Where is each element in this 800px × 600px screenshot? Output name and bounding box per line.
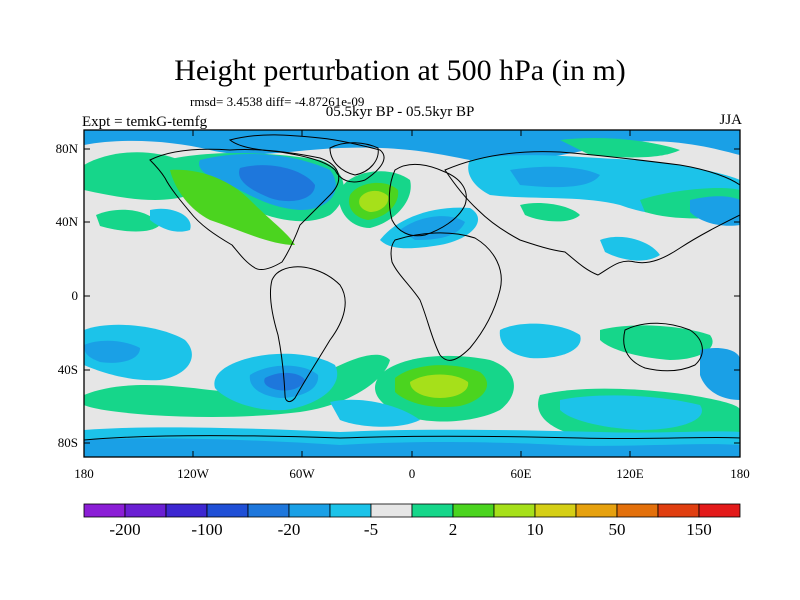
colorbar-swatch xyxy=(247,503,290,518)
colorbar-label: -5 xyxy=(364,520,378,539)
colorbar-label: 10 xyxy=(527,520,544,539)
colorbar-swatch xyxy=(370,503,413,518)
colorbar-swatch xyxy=(329,503,372,518)
colorbar-swatch xyxy=(452,503,495,518)
lat-tick-label: 80N xyxy=(56,141,79,156)
colorbar-swatch xyxy=(657,503,700,518)
lon-tick-label: 180 xyxy=(730,466,750,481)
colorbar-swatch xyxy=(124,503,167,518)
lon-tick-label: 180 xyxy=(74,466,94,481)
plot-subtitle: 05.5kyr BP - 05.5kyr BP xyxy=(325,104,475,120)
lat-tick-label: 80S xyxy=(58,435,78,450)
colorbar-swatch xyxy=(206,503,249,518)
lat-tick-label: 40N xyxy=(56,214,79,229)
colorbar-labels: -200 -100 -20 -5 2 10 50 150 xyxy=(109,520,711,539)
colorbar-swatch xyxy=(288,503,331,518)
colorbar-swatch xyxy=(534,503,577,518)
colorbar xyxy=(83,503,741,518)
colorbar-swatch xyxy=(698,503,741,518)
lat-tick-label: 40S xyxy=(58,362,78,377)
colorbar-label: 2 xyxy=(449,520,458,539)
longitude-axis: 180 120W 60W 0 60E 120E 180 xyxy=(74,130,750,481)
colorbar-swatch xyxy=(411,503,454,518)
colorbar-swatch xyxy=(575,503,618,518)
stats-label: rmsd= 3.4538 diff= -4.87261e-09 xyxy=(190,94,365,109)
season-label: JJA xyxy=(719,112,742,128)
contour-fields xyxy=(84,130,740,457)
colorbar-swatch xyxy=(493,503,536,518)
lon-tick-label: 120W xyxy=(177,466,210,481)
plot-title: Height perturbation at 500 hPa (in m) xyxy=(174,54,626,87)
lon-tick-label: 60W xyxy=(289,466,315,481)
coastlines xyxy=(84,134,740,441)
lon-tick-label: 120E xyxy=(616,466,644,481)
colorbar-swatch xyxy=(83,503,126,518)
colorbar-label: -100 xyxy=(191,520,222,539)
lon-tick-label: 60E xyxy=(511,466,532,481)
colorbar-label: 150 xyxy=(686,520,712,539)
lat-tick-label: 0 xyxy=(72,288,79,303)
colorbar-label: -200 xyxy=(109,520,140,539)
experiment-label: Expt = temkG-temfg xyxy=(82,114,208,130)
lon-tick-label: 0 xyxy=(409,466,416,481)
colorbar-swatch xyxy=(165,503,208,518)
colorbar-label: -20 xyxy=(278,520,301,539)
colorbar-swatch xyxy=(616,503,659,518)
latitude-axis: 80N 40N 0 40S 80S xyxy=(56,141,740,450)
colorbar-label: 50 xyxy=(609,520,626,539)
